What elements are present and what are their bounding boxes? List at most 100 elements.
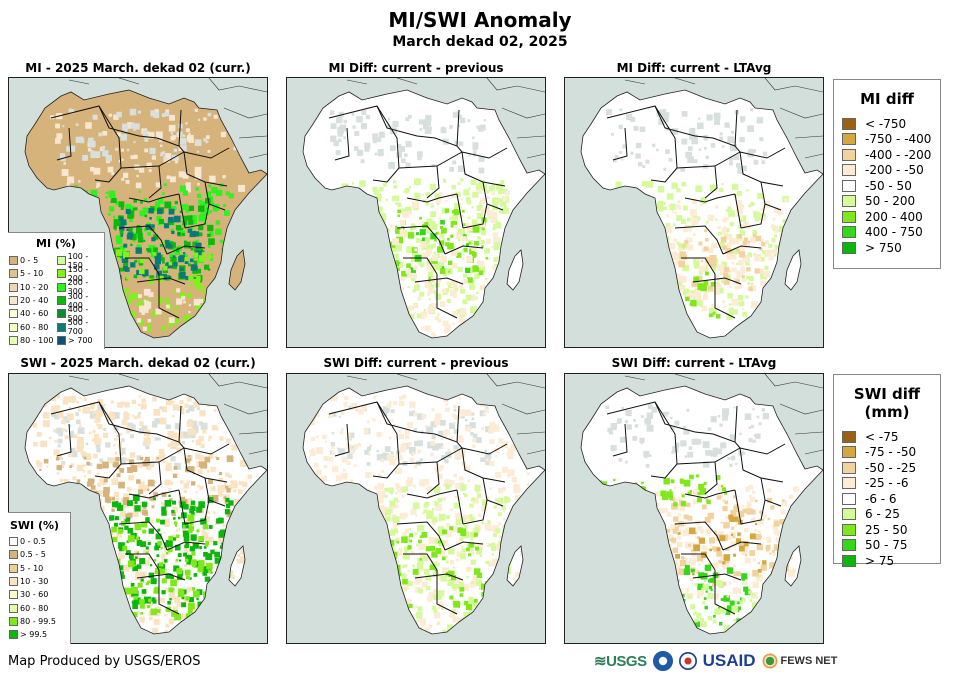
raster-cell xyxy=(133,154,138,159)
raster-cell xyxy=(445,523,451,528)
raster-cell xyxy=(695,185,703,193)
raster-cell xyxy=(181,431,189,439)
raster-cell xyxy=(389,584,395,589)
raster-cell xyxy=(376,454,384,461)
raster-cell xyxy=(175,534,180,539)
raster-cell xyxy=(686,502,691,507)
raster-cell xyxy=(200,248,204,252)
raster-cell xyxy=(189,284,192,287)
raster-cell xyxy=(766,538,772,544)
map-panel-mi-diff-ltavg[interactable] xyxy=(564,77,824,348)
raster-cell xyxy=(476,542,484,549)
raster-cell xyxy=(153,492,159,498)
raster-cell xyxy=(182,190,189,196)
raster-cell xyxy=(191,587,196,591)
raster-cell xyxy=(119,511,126,518)
country-border xyxy=(328,105,418,137)
raster-cell xyxy=(70,434,75,439)
raster-cell xyxy=(702,441,710,449)
raster-cell xyxy=(423,509,428,514)
raster-cell xyxy=(347,489,350,492)
raster-cell xyxy=(406,599,412,605)
raster-cell xyxy=(491,553,494,556)
raster-cell xyxy=(73,513,79,520)
raster-cell xyxy=(652,225,657,230)
raster-cell xyxy=(245,562,252,569)
raster-cell xyxy=(611,267,615,271)
raster-cell xyxy=(688,446,693,450)
legend-mi-percent-title: MI (%) xyxy=(36,237,76,250)
raster-cell xyxy=(485,560,489,565)
raster-cell xyxy=(408,185,412,189)
raster-cell xyxy=(502,300,508,306)
raster-cell xyxy=(111,496,116,501)
raster-cell xyxy=(479,284,486,291)
country-border xyxy=(396,225,446,255)
raster-cell xyxy=(430,421,437,428)
raster-cell xyxy=(388,436,392,440)
raster-cell xyxy=(384,495,388,498)
raster-cell xyxy=(739,301,745,307)
map-panel-swi-diff-previous[interactable] xyxy=(286,373,546,644)
legend-mi-diff: MI diff < -750 -750 - -400 -400 - -200 -200… xyxy=(833,79,941,269)
raster-cell xyxy=(96,472,100,476)
raster-cell xyxy=(624,243,627,246)
raster-cell xyxy=(99,519,106,525)
raster-cell xyxy=(113,444,116,447)
raster-cell xyxy=(177,405,184,411)
raster-cell xyxy=(182,525,186,528)
country-border xyxy=(612,127,628,161)
raster-cell xyxy=(134,505,141,512)
legend-swi-percent-swatch xyxy=(9,550,18,560)
raster-cell xyxy=(161,510,167,516)
raster-cell xyxy=(419,241,427,248)
raster-cell xyxy=(423,309,426,312)
raster-cell xyxy=(699,288,703,291)
raster-cell xyxy=(333,237,339,244)
raster-cell xyxy=(390,572,397,579)
raster-cell xyxy=(208,439,211,442)
raster-cell xyxy=(177,516,181,520)
raster-cell xyxy=(230,617,234,621)
raster-cell xyxy=(373,316,381,323)
raster-cell xyxy=(459,476,464,481)
raster-cell xyxy=(510,444,517,450)
raster-cell xyxy=(633,198,638,202)
raster-cell xyxy=(709,577,715,583)
raster-cell xyxy=(778,304,782,307)
raster-cell xyxy=(625,487,628,491)
raster-cell xyxy=(458,124,461,127)
raster-cell xyxy=(388,586,392,590)
raster-cell xyxy=(726,253,733,260)
raster-cell xyxy=(160,632,167,634)
raster-cell xyxy=(223,407,227,411)
raster-cell xyxy=(735,262,739,265)
map-panel-swi-diff-ltavg[interactable] xyxy=(564,373,824,644)
raster-cell xyxy=(743,452,746,455)
raster-cell xyxy=(208,268,211,271)
raster-cell xyxy=(783,546,791,554)
raster-cell xyxy=(146,323,151,328)
raster-cell xyxy=(722,300,725,304)
raster-cell xyxy=(205,135,210,140)
raster-cell xyxy=(459,284,464,289)
raster-cell xyxy=(667,266,670,270)
raster-cell xyxy=(712,546,716,551)
legend-mi-percent-label: 400 - 500 xyxy=(67,304,89,323)
raster-cell xyxy=(173,596,181,604)
raster-cell xyxy=(464,600,469,606)
raster-cell xyxy=(723,282,727,286)
raster-cell xyxy=(113,461,120,468)
raster-cell xyxy=(733,516,739,522)
raster-cell xyxy=(152,311,158,316)
raster-cell xyxy=(741,548,748,555)
map-panel-mi-diff-previous[interactable] xyxy=(286,77,546,348)
raster-cell xyxy=(501,591,507,597)
raster-cell xyxy=(440,575,447,582)
raster-cell xyxy=(396,236,404,244)
raster-cell xyxy=(719,136,724,141)
raster-cell xyxy=(679,286,685,292)
raster-cell xyxy=(698,270,703,275)
raster-cell xyxy=(468,596,474,603)
raster-cell xyxy=(357,149,364,156)
